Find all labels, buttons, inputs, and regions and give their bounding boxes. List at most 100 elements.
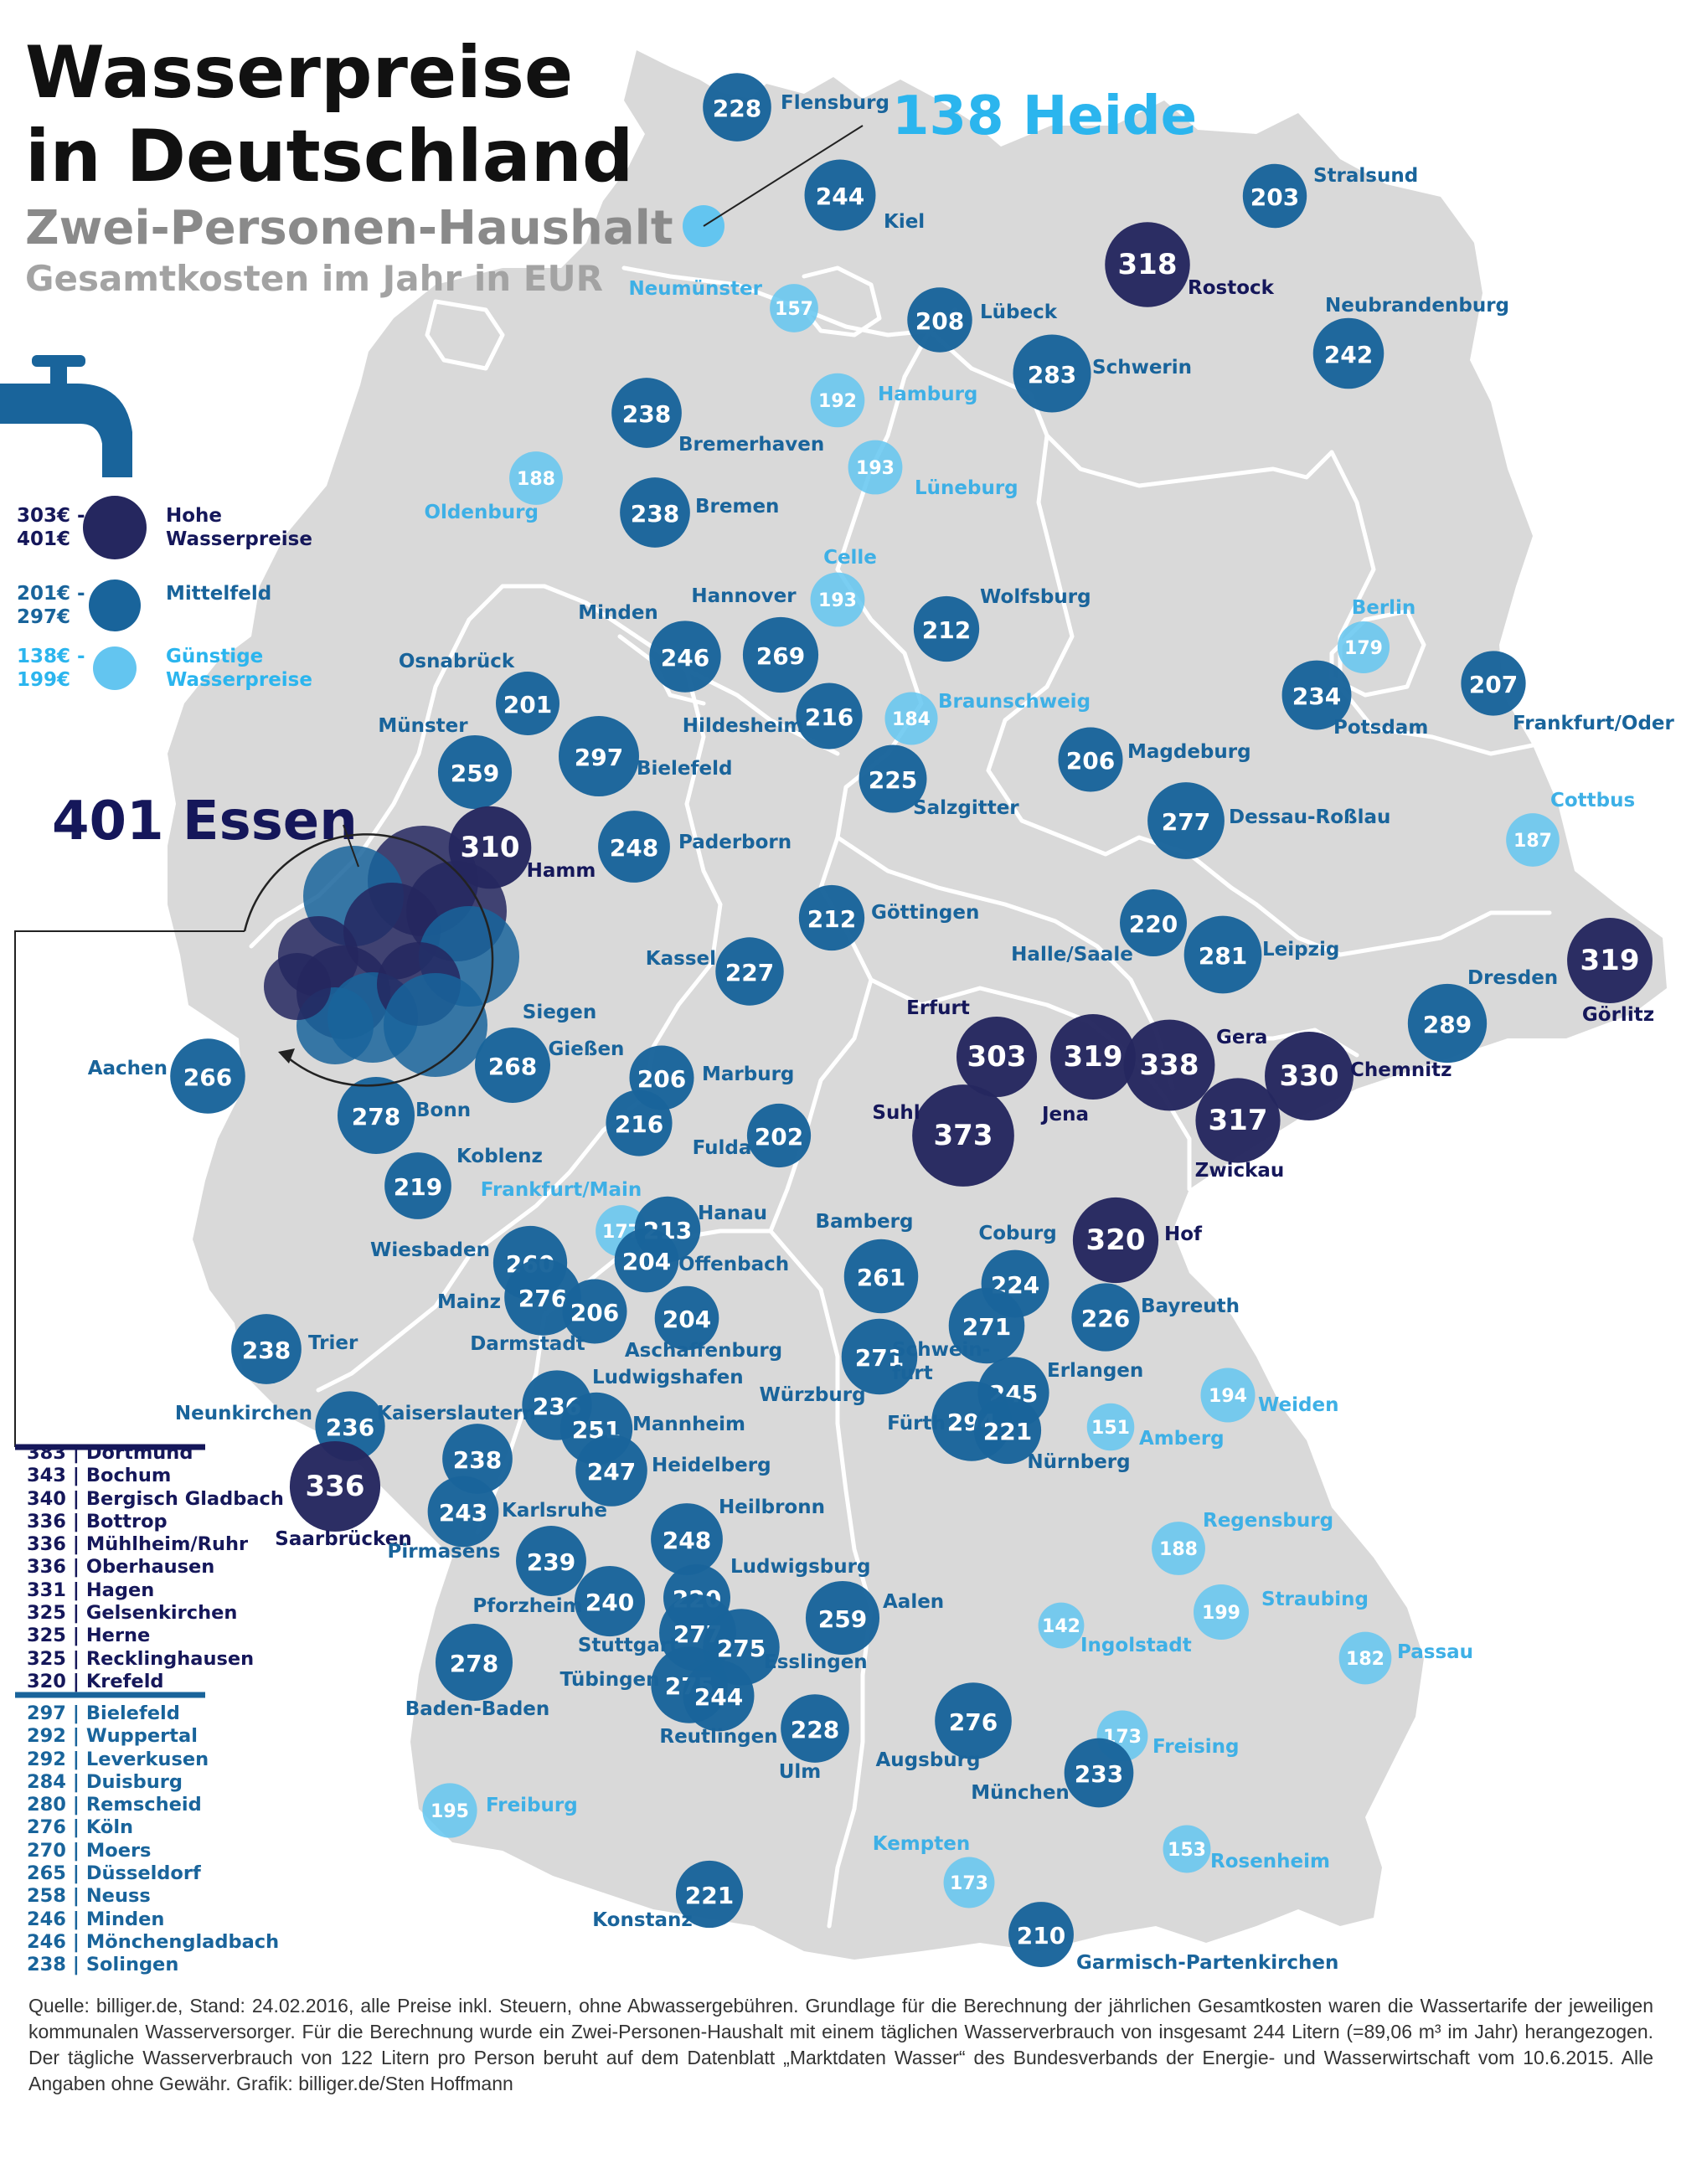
- city-karlsruhe: 239: [516, 1526, 586, 1596]
- city-paderborn: 248: [598, 811, 670, 883]
- price-bubble: [1064, 1738, 1134, 1808]
- city-regensburg: 188: [1152, 1522, 1205, 1575]
- city-chemnitz: 330: [1265, 1032, 1354, 1120]
- city-name: Wolfsburg: [980, 586, 1091, 608]
- price-bubble: [683, 1660, 755, 1732]
- price-bubble: [913, 595, 980, 662]
- city-kiel: 244: [804, 159, 876, 231]
- city-name: Zwickau: [1195, 1160, 1285, 1182]
- price-bubble: [1147, 782, 1225, 859]
- city-lüneburg: 193: [848, 440, 903, 495]
- price-value: 201: [503, 691, 552, 719]
- city-name: Salzgitter: [913, 797, 1019, 819]
- legend-swatch: [83, 496, 147, 559]
- city-görlitz: 319: [1567, 918, 1653, 1003]
- city-kassel: 227: [715, 937, 784, 1006]
- price-bubble: [935, 1682, 1012, 1759]
- price-bubble: [1407, 983, 1488, 1064]
- price-bubble: [562, 1279, 627, 1344]
- price-value: 233: [1075, 1760, 1123, 1788]
- legend-item-low: 138€ -199€ Günstige Wasserpreise: [0, 645, 312, 712]
- price-bubble: [504, 1259, 581, 1336]
- price-value: 225: [869, 766, 917, 794]
- price-value: 208: [915, 307, 964, 335]
- price-value: 242: [1324, 341, 1373, 368]
- price-bubble: [1195, 1078, 1281, 1163]
- city-bubbles: 228 244 203 318 157 208 242 283 192 238 188 193 238 1…: [170, 73, 1653, 1967]
- price-value: 268: [488, 1053, 537, 1080]
- city-name: Mainz: [437, 1291, 501, 1313]
- price-value: 247: [587, 1458, 636, 1486]
- city-name: Fulda: [693, 1137, 752, 1159]
- price-value: 227: [725, 959, 774, 986]
- city-salzgitter: 225: [859, 744, 927, 813]
- city-name: Bremen: [695, 496, 779, 518]
- ruhr-list-item: 270 | Moers: [27, 1839, 152, 1862]
- price-bubble: [1281, 660, 1352, 730]
- city-name: Celle: [823, 547, 877, 569]
- city-name: Hanau: [698, 1203, 767, 1224]
- city-name: Saarbrücken: [275, 1528, 411, 1550]
- city-dessau-roßlau: 277: [1147, 782, 1225, 859]
- city-name: Bamberg: [816, 1211, 914, 1233]
- city-name: Passau: [1397, 1641, 1473, 1663]
- city-name: Bonn: [415, 1100, 471, 1121]
- price-value: 151: [1091, 1418, 1130, 1439]
- ruhr-list-item: 238 | Solingen: [27, 1954, 179, 1976]
- ruhr-list-item: 325 | Herne: [27, 1625, 151, 1647]
- ruhr-list-item: 246 | Minden: [27, 1908, 165, 1930]
- price-bubble: [912, 1084, 1014, 1187]
- city-name: Koblenz: [456, 1146, 543, 1167]
- price-value: 310: [461, 831, 520, 864]
- city-darmstadt: 206: [562, 1279, 627, 1344]
- price-bubble: [654, 1285, 719, 1351]
- city-siegen: 268: [475, 1028, 550, 1103]
- city-flensburg: 228: [703, 73, 771, 142]
- city-rostock: 318: [1105, 222, 1190, 307]
- legend-range: 201€ -297€: [17, 583, 85, 628]
- city-name: Würzburg: [759, 1384, 865, 1406]
- city-name: Oldenburg: [424, 502, 539, 523]
- price-bubble: [337, 1076, 415, 1155]
- city-neubrandenburg: 242: [1312, 317, 1385, 389]
- price-bubble: [1461, 651, 1526, 716]
- city-passau: 182: [1338, 1631, 1392, 1685]
- price-value: 204: [622, 1248, 671, 1275]
- price-bubble: [1183, 915, 1262, 994]
- price-value: 271: [855, 1344, 904, 1372]
- city-hildesheim: 216: [796, 682, 863, 749]
- price-value: 193: [856, 458, 895, 479]
- city-bielefeld: 297: [559, 716, 639, 796]
- city-name: Darmstadt: [470, 1333, 585, 1355]
- city-heidelberg: 247: [575, 1435, 647, 1507]
- city-name: Freiburg: [486, 1795, 578, 1816]
- price-value: 319: [1064, 1040, 1123, 1074]
- price-value: 238: [242, 1337, 291, 1364]
- heide-leader: [703, 125, 864, 227]
- city-name: Esslingen: [764, 1651, 868, 1673]
- city-name: Chemnitz: [1350, 1059, 1452, 1081]
- price-value: 276: [949, 1708, 998, 1736]
- price-bubble: [957, 1017, 1037, 1097]
- price-value: 243: [439, 1499, 487, 1527]
- price-bubble: [1071, 1283, 1140, 1352]
- city-name: Garmisch-Partenkirchen: [1076, 1952, 1338, 1974]
- city-hof: 320: [1072, 1197, 1159, 1284]
- price-value: 338: [1140, 1048, 1199, 1082]
- city-name: Lüneburg: [915, 477, 1018, 499]
- price-value: 244: [816, 183, 864, 210]
- city-konstanz: 221: [675, 1860, 744, 1929]
- price-value: 157: [775, 299, 813, 320]
- city-pforzheim: 240: [574, 1565, 646, 1637]
- price-bubble: [651, 1503, 723, 1575]
- price-value: 184: [892, 709, 931, 730]
- price-value: 234: [1292, 682, 1341, 710]
- city-name: Schwerin: [1092, 357, 1192, 379]
- city-hamm: 310: [448, 806, 532, 889]
- city-name: Konstanz: [592, 1909, 693, 1931]
- city-name: Aschaffenburg: [625, 1340, 782, 1362]
- price-value: 206: [570, 1299, 619, 1326]
- city-name: Rostock: [1188, 277, 1275, 299]
- price-value: 244: [694, 1683, 743, 1711]
- ruhr-arrow: [243, 833, 494, 1087]
